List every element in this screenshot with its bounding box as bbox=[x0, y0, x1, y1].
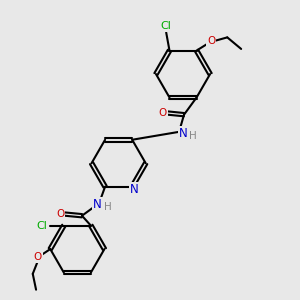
Text: O: O bbox=[159, 108, 167, 118]
Text: H: H bbox=[189, 131, 197, 141]
Text: O: O bbox=[34, 252, 42, 262]
Text: N: N bbox=[130, 183, 139, 196]
Text: N: N bbox=[178, 127, 188, 140]
Text: O: O bbox=[207, 36, 216, 46]
Text: Cl: Cl bbox=[161, 22, 172, 32]
Text: O: O bbox=[56, 209, 64, 219]
Text: H: H bbox=[103, 202, 111, 212]
Text: Cl: Cl bbox=[37, 220, 47, 231]
Text: N: N bbox=[93, 198, 102, 211]
